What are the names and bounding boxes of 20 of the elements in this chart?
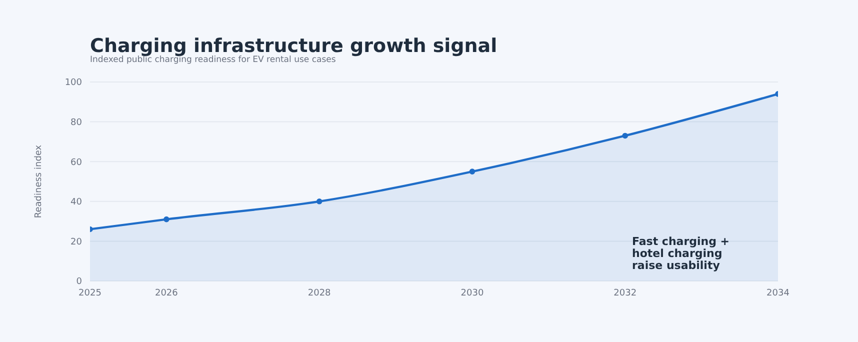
point bbox=[469, 168, 476, 174]
chart-subtitle: Indexed public charging readiness for EV rental use cases bbox=[90, 55, 336, 65]
y-tick-label: 80 bbox=[70, 118, 82, 128]
y-tick-label: 100 bbox=[64, 78, 82, 88]
point bbox=[316, 198, 322, 204]
x-tick-label: 2025 bbox=[78, 288, 102, 298]
point bbox=[164, 216, 170, 222]
y-tick-label: 60 bbox=[70, 158, 82, 168]
y-tick-label: 20 bbox=[70, 237, 82, 248]
chart-title: Charging infrastructure growth signal bbox=[90, 35, 498, 57]
x-tick-label: 2028 bbox=[308, 288, 332, 298]
y-axis-title: Readiness index bbox=[34, 144, 44, 218]
x-tick-label: 2032 bbox=[614, 288, 637, 298]
x-tick-label: 2034 bbox=[766, 288, 790, 298]
y-tick-label: 0 bbox=[76, 277, 82, 288]
annotation: Fast charging + hotel charging raise usability bbox=[632, 235, 731, 272]
x-tick-label: 2026 bbox=[154, 288, 178, 298]
y-tick-label: 40 bbox=[70, 198, 82, 208]
x-tick-label: 2030 bbox=[460, 288, 484, 298]
point bbox=[622, 132, 628, 139]
